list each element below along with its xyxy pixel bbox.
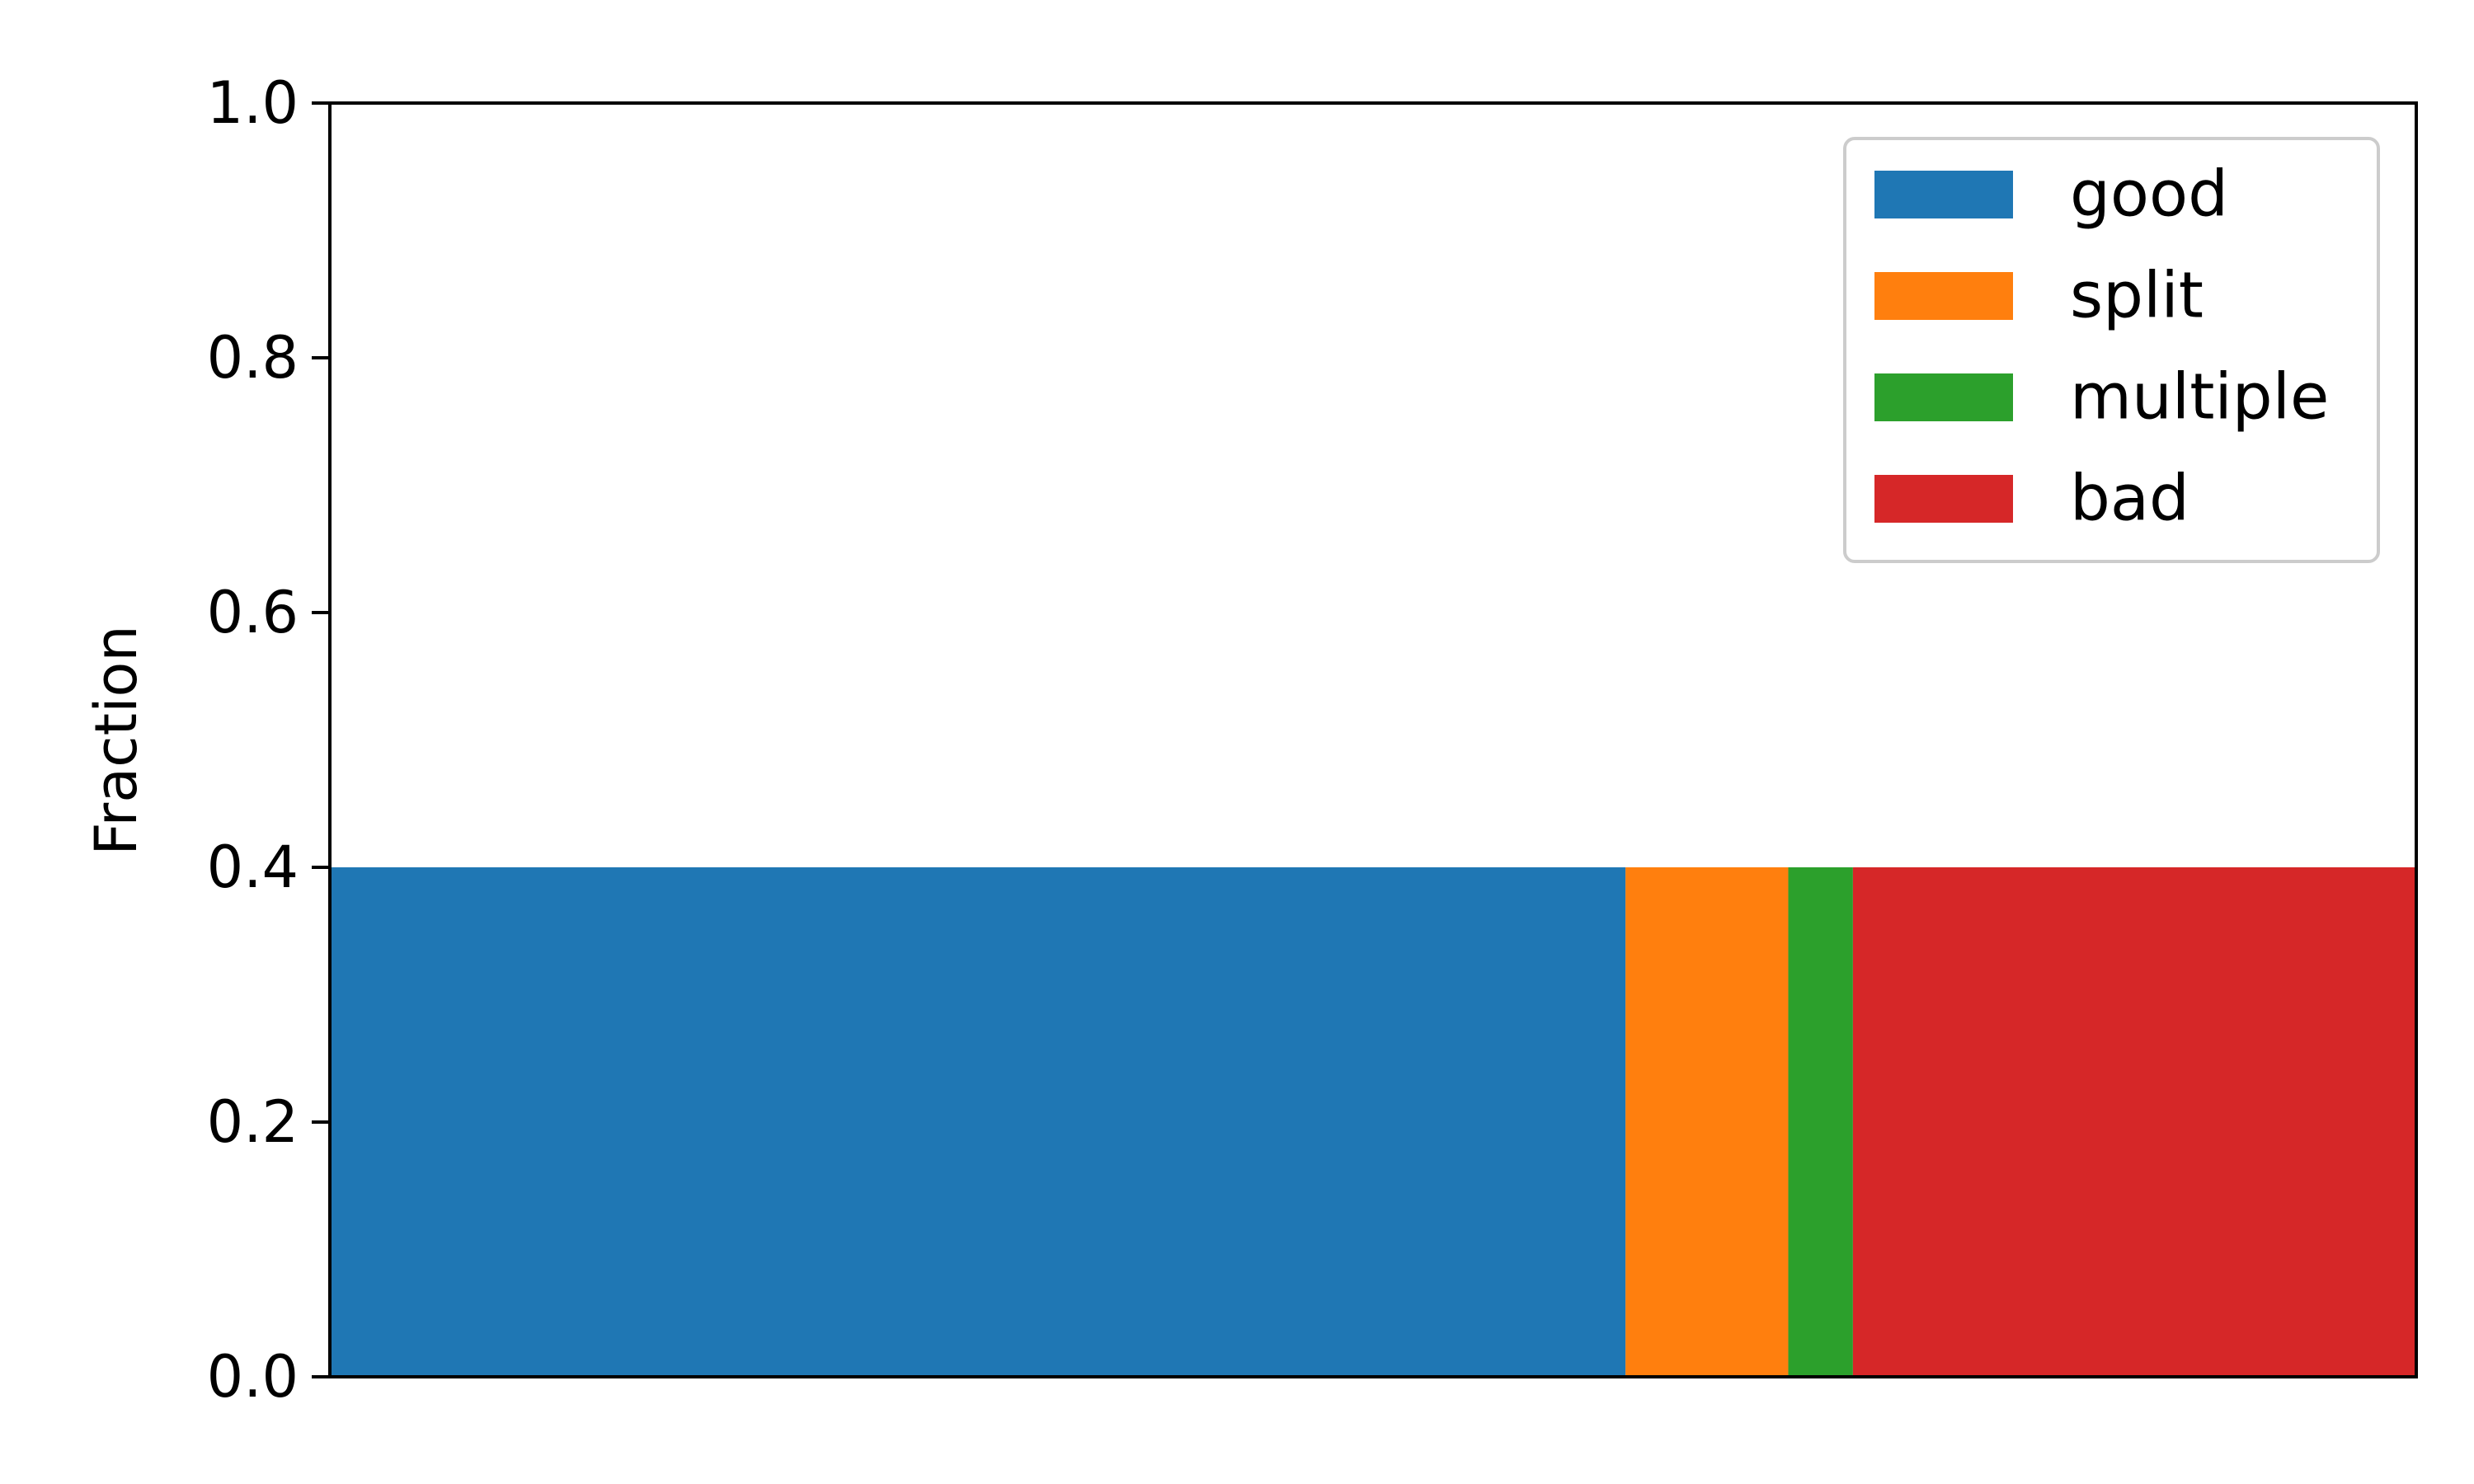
plot-frame (328, 101, 2418, 1378)
bar-segment-good (330, 867, 1626, 1377)
legend-swatch-split (1874, 272, 2013, 320)
legend-swatch-good (1874, 171, 2013, 218)
bar-segment-multiple (1788, 867, 1853, 1377)
stacked-bars (330, 867, 2416, 1377)
legend: good split multiple bad (1843, 137, 2380, 563)
legend-swatch-bad (1874, 475, 2013, 523)
legend-label-split: split (2070, 260, 2204, 333)
legend-box (1843, 137, 2380, 563)
legend-label-multiple: multiple (2070, 361, 2329, 434)
legend-swatch-multiple (1874, 373, 2013, 421)
y-tick-label: 0.4 (207, 834, 299, 901)
y-tick-label: 1.0 (207, 69, 299, 137)
y-tick-label: 0.6 (207, 579, 299, 646)
y-axis: 0.0 0.2 0.4 0.6 0.8 1.0 (207, 69, 330, 1411)
bar-segment-split (1625, 867, 1789, 1377)
legend-label-good: good (2070, 158, 2228, 232)
y-axis-label: Fraction (82, 625, 150, 855)
y-tick-label: 0.8 (207, 324, 299, 392)
bar-segment-bad (1852, 867, 2416, 1377)
y-tick-label: 0.0 (207, 1343, 299, 1411)
y-tick-label: 0.2 (207, 1088, 299, 1156)
legend-label-bad: bad (2070, 463, 2189, 536)
